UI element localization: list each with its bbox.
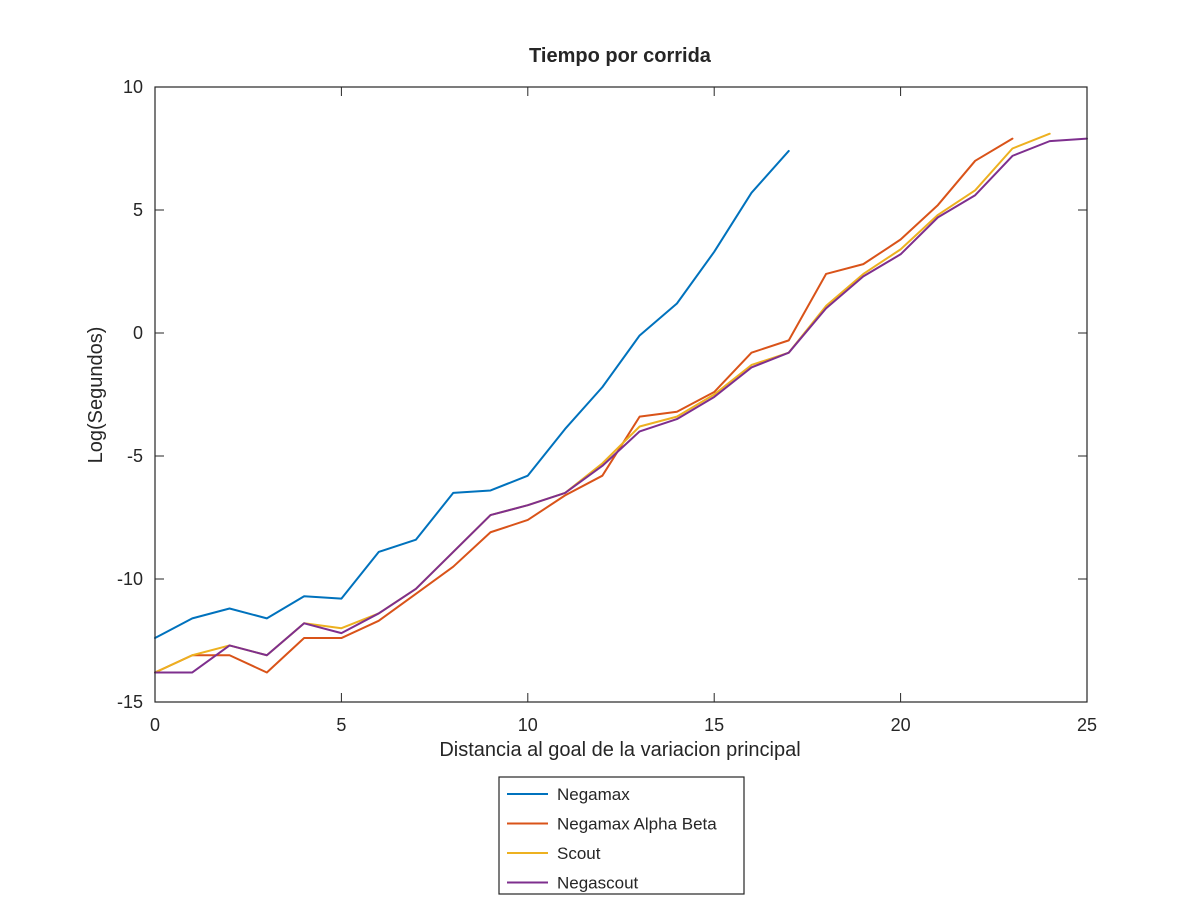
axes-box — [154, 86, 1088, 703]
y-tick-label: 5 — [133, 200, 143, 220]
chart-title: Tiempo por corrida — [529, 45, 712, 67]
y-axis-label: Log(Segundos) — [85, 327, 107, 464]
legend-label: Negascout — [557, 874, 639, 893]
legend-label: Negamax Alpha Beta — [557, 815, 717, 834]
y-tick-label: -15 — [117, 692, 143, 712]
legend-label: Negamax — [557, 785, 630, 804]
series-line-2 — [154, 137, 1014, 674]
axes-frame — [154, 86, 1088, 703]
plot-background — [155, 87, 1087, 702]
legend-label: Scout — [557, 844, 601, 863]
y-tick-label: 10 — [123, 77, 143, 97]
legend-box — [498, 776, 745, 895]
series-layer — [154, 132, 1088, 674]
legend-item-4: Negascout — [507, 874, 639, 893]
plot-area — [155, 87, 1087, 702]
ticks: 0 5 10 15 20 25 -15 -10 -5 0 5 10 — [117, 77, 1097, 735]
y-tick-label: 0 — [133, 323, 143, 343]
x-tick-label: 0 — [150, 715, 160, 735]
legend-item-3: Scout — [507, 844, 601, 863]
x-tick-label: 15 — [704, 715, 724, 735]
x-tick-label: 5 — [336, 715, 346, 735]
series-line-4 — [154, 137, 1088, 674]
x-tick-label: 25 — [1077, 715, 1097, 735]
x-tick-label: 20 — [891, 715, 911, 735]
legend-item-2: Negamax Alpha Beta — [507, 815, 717, 834]
legend-item-1: Negamax — [507, 785, 630, 804]
series-line-1 — [154, 149, 790, 640]
x-axis-label: Distancia al goal de la variacion princi… — [439, 739, 800, 761]
y-tick-label: -10 — [117, 569, 143, 589]
x-tick-label: 10 — [518, 715, 538, 735]
y-tick-label: -5 — [127, 446, 143, 466]
legend: Negamax Negamax Alpha Beta Scout Negascout — [498, 776, 745, 895]
